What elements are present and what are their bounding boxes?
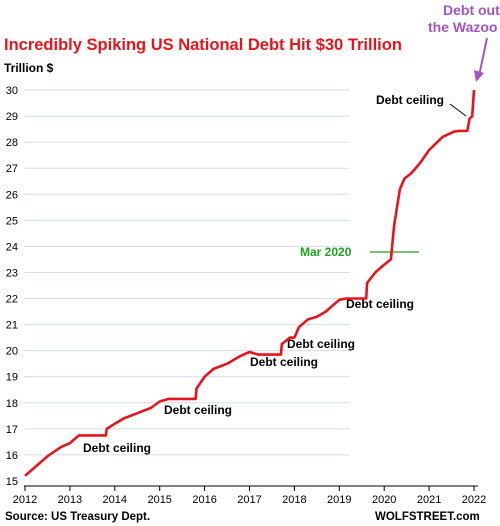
x-tick-label: 2017 [237, 494, 261, 506]
mar-2020-label: Mar 2020 [300, 245, 352, 259]
x-tick-label: 2020 [372, 494, 396, 506]
x-tick-label: 2018 [282, 494, 306, 506]
y-tick-label: 15 [6, 476, 18, 488]
y-tick-label: 25 [6, 215, 18, 227]
x-tick-label: 2021 [417, 494, 441, 506]
debt-ceiling-label-2018: Debt ceiling [287, 337, 355, 351]
y-tick-label: 21 [6, 320, 18, 332]
debt-ceiling-label-2015: Debt ceiling [164, 403, 232, 417]
wazoo-label-line2: the Wazoo [428, 19, 497, 35]
y-tick-label: 17 [6, 424, 18, 436]
y-axis-label: Trillion $ [4, 61, 54, 75]
y-tick-label: 27 [6, 163, 18, 175]
y-tick-label: 26 [6, 189, 18, 201]
debt-ceiling-label-2017: Debt ceiling [250, 355, 318, 369]
y-tick-label: 19 [6, 372, 18, 384]
x-axis-ticks: 2012 2013 2014 2015 2016 2017 2018 2019 2020 2021… [13, 486, 486, 506]
y-tick-label: 23 [6, 267, 18, 279]
y-tick-label: 29 [6, 111, 18, 123]
y-tick-label: 22 [6, 294, 18, 306]
wazoo-arrow-shaft [478, 37, 488, 77]
y-tick-label: 30 [6, 85, 18, 97]
x-tick-label: 2016 [192, 494, 216, 506]
debt-ceiling-label-2021: Debt ceiling [376, 93, 444, 107]
debt-series-line [24, 89, 476, 477]
y-tick-label: 24 [6, 241, 18, 253]
debt-ceiling-label-2019: Debt ceiling [346, 297, 414, 311]
y-axis-ticks: 15 16 17 18 19 20 21 22 23 24 25 26 27 28 29 30 [6, 85, 18, 488]
x-tick-label: 2012 [13, 494, 37, 506]
brand-text: WOLFSTREET.com [375, 511, 480, 523]
chart-title: Incredibly Spiking US National Debt Hit … [4, 36, 402, 54]
x-tick-label: 2014 [103, 494, 127, 506]
x-tick-label: 2015 [147, 494, 171, 506]
grid [24, 89, 350, 456]
debt-ceiling-label-2013: Debt ceiling [83, 441, 151, 455]
y-tick-label: 16 [6, 450, 18, 462]
y-tick-label: 20 [6, 346, 18, 358]
y-tick-label: 18 [6, 398, 18, 410]
debt-ceiling-pointer [449, 103, 467, 117]
x-tick-label: 2013 [58, 494, 82, 506]
x-tick-label: 2019 [327, 494, 351, 506]
wazoo-label-line1: Debt out [443, 2, 500, 18]
source-text: Source: US Treasury Dept. [5, 511, 150, 523]
y-tick-label: 28 [6, 137, 18, 149]
x-tick-label: 2022 [462, 494, 486, 506]
wazoo-arrow-head [474, 70, 484, 82]
